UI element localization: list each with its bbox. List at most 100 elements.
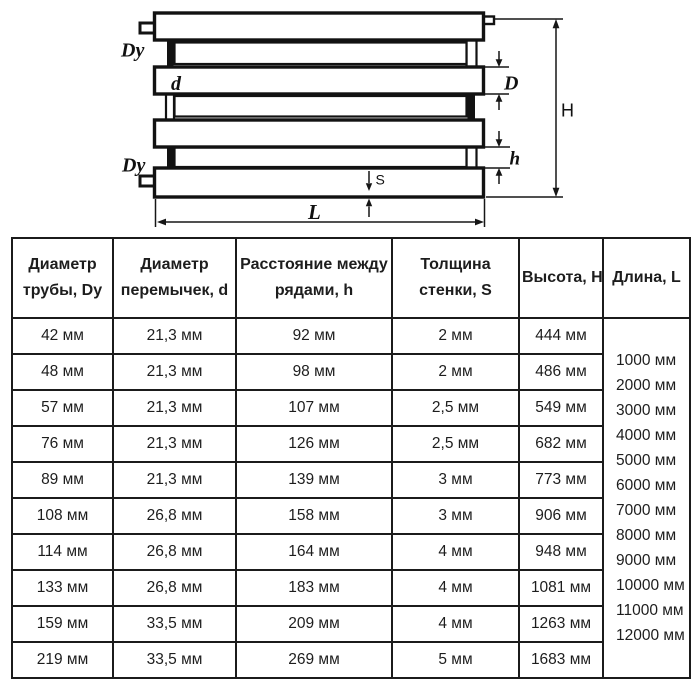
table-cell: 4 мм [391,533,520,571]
table-cell: 26,8 мм [112,533,237,571]
d-arrowhead-up [495,94,503,102]
table-cell: 42 мм [11,317,114,355]
header-line: Толщина [420,256,491,273]
jumper-left-3 [167,146,174,169]
s-arrowhead-down [365,183,373,191]
table-cell: 2 мм [391,353,520,391]
rear-pipe-3 [173,146,468,169]
jumper-left-2 [164,91,176,123]
table-row: 57 мм 21,3 мм 107 мм 2,5 мм 549 мм [11,389,690,427]
spec-table-body: 42 мм 21,3 мм 92 мм 2 мм 444 мм 1000 мм 2000 м… [11,317,691,679]
table-cell: 48 мм [11,353,114,391]
table-cell: 4 мм [391,605,520,643]
table-cell: 98 мм [235,353,393,391]
table-cell: 33,5 мм [112,641,237,679]
table-cell: 269 мм [235,641,393,679]
table-row: 133 мм 26,8 мм 183 мм 4 мм 1081 мм [11,569,690,607]
H-arrowhead-bottom [552,187,560,197]
label-dy-bottom: Dy [121,155,145,177]
label-h-small: h [510,149,521,170]
table-cell: 26,8 мм [112,497,237,535]
table-cell: 57 мм [11,389,114,427]
col-header-wall-thickness: Толщина стенки, S [391,237,520,319]
table-cell: 114 мм [11,533,114,571]
dimension-S [365,171,373,217]
table-cell: 5 мм [391,641,520,679]
h-arrowhead-down [495,139,503,147]
s-arrowhead-up [365,198,373,207]
table-cell: 159 мм [11,605,114,643]
table-row: 108 мм 26,8 мм 158 мм 3 мм 906 мм [11,497,690,535]
table-cell: 33,5 мм [112,605,237,643]
length-value: 5000 мм [616,452,677,469]
table-cell: 1683 мм [518,641,604,679]
jumper-right-1 [465,37,478,70]
label-s: S [376,172,385,188]
table-cell: 183 мм [235,569,393,607]
header-line: Диаметр [140,256,209,273]
table-cell: 76 мм [11,425,114,463]
header-row: Диаметр трубы, Dy Диаметр перемычек, d Р… [11,237,691,319]
length-value: 9000 мм [616,552,677,569]
L-arrowhead-left [157,218,166,226]
header-line: Расстояние между [240,256,388,273]
table-cell: 133 мм [11,569,114,607]
table-cell: 1081 мм [518,569,604,607]
header-line: рядами, h [274,282,354,299]
table-cell: 209 мм [235,605,393,643]
col-header-row-spacing: Расстояние между рядами, h [235,237,393,319]
table-cell: 3 мм [391,461,520,499]
length-value: 3000 мм [616,402,677,419]
jumper-right-2 [467,93,475,121]
col-header-height: Высота, H [518,237,604,319]
table-row: 48 мм 21,3 мм 98 мм 2 мм 486 мм [11,353,690,391]
table-row: 219 мм 33,5 мм 269 мм 5 мм 1683 мм [11,641,690,679]
pipe-row-4 [152,166,486,199]
d-arrowhead-down [495,59,503,67]
col-header-jumper-diameter: Диаметр перемычек, d [112,237,237,319]
table-cell: 26,8 мм [112,569,237,607]
length-value: 10000 мм [616,577,685,594]
table-row: 89 мм 21,3 мм 139 мм 3 мм 773 мм [11,461,690,499]
table-cell: 2,5 мм [391,425,520,463]
table-cell: 906 мм [518,497,604,535]
header-line: стенки, S [419,282,492,299]
dimension-L [154,199,486,227]
table-cell: 444 мм [518,317,604,355]
table-cell: 219 мм [11,641,114,679]
table-cell: 773 мм [518,461,604,499]
table-cell: 126 мм [235,425,393,463]
length-value: 1000 мм [616,352,677,369]
label-l: L [307,200,321,224]
label-d-small: d [171,73,182,95]
table-cell: 89 мм [11,461,114,499]
table-cell: 21,3 мм [112,461,237,499]
col-header-length: Длина, L [602,237,691,319]
table-cell: 948 мм [518,533,604,571]
length-value: 12000 мм [616,627,685,644]
header-line: трубы, Dy [22,282,103,299]
length-value: 4000 мм [616,427,677,444]
table-cell: 21,3 мм [112,389,237,427]
table-cell: 1263 мм [518,605,604,643]
jumper-left-1 [167,39,174,68]
table-cell: 107 мм [235,389,393,427]
table-cell: 139 мм [235,461,393,499]
dimension-H [486,18,563,198]
table-cell: 549 мм [518,389,604,427]
L-arrowhead-right [475,218,484,226]
length-value: 6000 мм [616,477,677,494]
table-row: 114 мм 26,8 мм 164 мм 4 мм 948 мм [11,533,690,571]
table-cell: 2 мм [391,317,520,355]
h-arrowhead-up [495,168,503,176]
table-cell: 21,3 мм [112,353,237,391]
header-line: Высота, H [522,269,603,286]
table-cell: 92 мм [235,317,393,355]
label-d-big: D [503,73,518,95]
pipe-row-3 [152,118,486,149]
header-line: Диаметр [28,256,97,273]
rear-pipe-2 [173,94,468,118]
table-cell: 108 мм [11,497,114,535]
table-cell: 4 мм [391,569,520,607]
